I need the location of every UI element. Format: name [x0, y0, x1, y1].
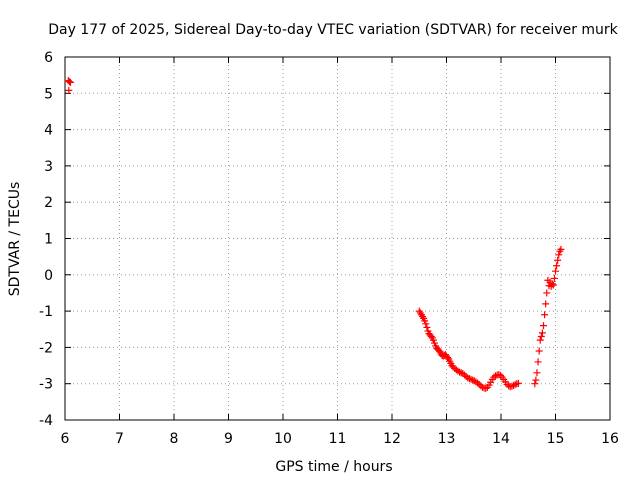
x-tick-label: 12: [383, 431, 401, 447]
plot-border: [64, 56, 611, 421]
x-tick-label: 6: [61, 431, 70, 447]
x-tick-label: 13: [438, 431, 456, 447]
data-point: [533, 369, 541, 377]
x-tick-label: 9: [224, 431, 233, 447]
y-tick-label: 3: [44, 159, 53, 175]
data-point: [444, 354, 452, 362]
data-point: [514, 379, 522, 387]
data-point: [556, 247, 564, 255]
grid-lines: [65, 57, 610, 420]
y-tick-label: 1: [44, 232, 53, 248]
data-point: [65, 78, 73, 86]
data-point: [422, 320, 430, 328]
data-point: [464, 374, 472, 382]
data-point: [456, 368, 464, 376]
data-point: [65, 86, 73, 94]
data-point: [427, 333, 435, 341]
data-points: [64, 77, 565, 392]
data-point: [542, 300, 550, 308]
y-axis-label: SDTVAR / TECUs: [7, 182, 23, 297]
y-tick-label: 2: [44, 195, 53, 211]
data-point: [435, 346, 443, 354]
data-point: [553, 262, 561, 270]
data-point: [549, 281, 557, 289]
data-point: [550, 274, 558, 282]
x-tick-label: 16: [601, 431, 619, 447]
y-tick-label: -3: [39, 377, 53, 393]
data-point: [541, 311, 549, 319]
data-point: [537, 333, 545, 341]
data-point: [467, 375, 475, 383]
data-point: [548, 280, 556, 288]
data-point: [552, 267, 559, 275]
data-point: [66, 78, 74, 86]
x-tick-label: 7: [115, 431, 124, 447]
data-point: [540, 322, 548, 330]
data-point: [465, 375, 473, 383]
data-point: [423, 323, 431, 331]
x-tick-label: 14: [492, 431, 510, 447]
data-point: [538, 329, 546, 337]
data-point: [534, 358, 542, 366]
data-point: [532, 376, 540, 384]
y-tick-label: 0: [44, 268, 53, 284]
y-tick-labels: 6 5 4 3 2 1 0 -1 -2 -3 -4: [39, 50, 53, 429]
x-axis-label: GPS time / hours: [275, 459, 392, 475]
data-point: [554, 256, 562, 264]
y-tick-label: 6: [44, 50, 53, 66]
data-point: [496, 371, 504, 379]
data-point: [543, 289, 551, 297]
y-tick-label: 4: [44, 123, 53, 139]
x-tick-label: 8: [170, 431, 179, 447]
x-tick-label: 11: [329, 431, 347, 447]
data-point: [557, 245, 565, 253]
data-point: [531, 380, 539, 388]
data-point: [536, 336, 544, 344]
x-tick-labels: 6 7 8 9 10 11 12 13 14 15 16: [61, 431, 619, 447]
x-tick-label: 15: [547, 431, 565, 447]
chart-title: Day 177 of 2025, Sidereal Day-to-day VTE…: [48, 22, 618, 38]
data-point: [555, 251, 563, 259]
y-tick-label: -4: [39, 413, 53, 429]
data-point: [482, 384, 490, 392]
data-point: [511, 380, 519, 388]
y-tick-label: -1: [39, 304, 53, 320]
x-tick-label: 10: [274, 431, 292, 447]
y-tick-label: -2: [39, 340, 53, 356]
axes: [64, 56, 611, 421]
data-point: [535, 347, 543, 355]
y-tick-label: 5: [44, 86, 53, 102]
